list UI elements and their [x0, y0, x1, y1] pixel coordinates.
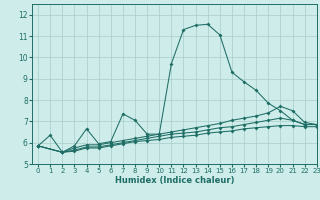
- X-axis label: Humidex (Indice chaleur): Humidex (Indice chaleur): [115, 176, 234, 185]
